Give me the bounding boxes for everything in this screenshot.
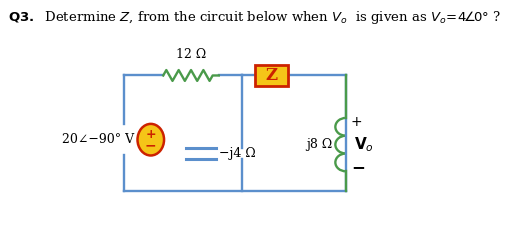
Text: +: + [351,115,363,129]
Text: 12 Ω: 12 Ω [176,48,206,61]
Text: $\mathbf{Q3.}$  Determine $Z$, from the circuit below when $V_o$  is given as $V: $\mathbf{Q3.}$ Determine $Z$, from the c… [8,9,501,26]
Text: 20∠−90° V: 20∠−90° V [62,133,134,146]
Text: Z: Z [265,67,277,84]
Text: −: − [351,158,365,176]
Text: $\mathbf{V}_o$: $\mathbf{V}_o$ [354,135,374,154]
FancyBboxPatch shape [254,65,288,86]
Text: +: + [145,128,156,141]
Text: −j4 Ω: −j4 Ω [219,147,255,160]
Circle shape [138,124,164,155]
Text: j8 Ω: j8 Ω [306,138,332,151]
Text: −: − [145,139,157,153]
